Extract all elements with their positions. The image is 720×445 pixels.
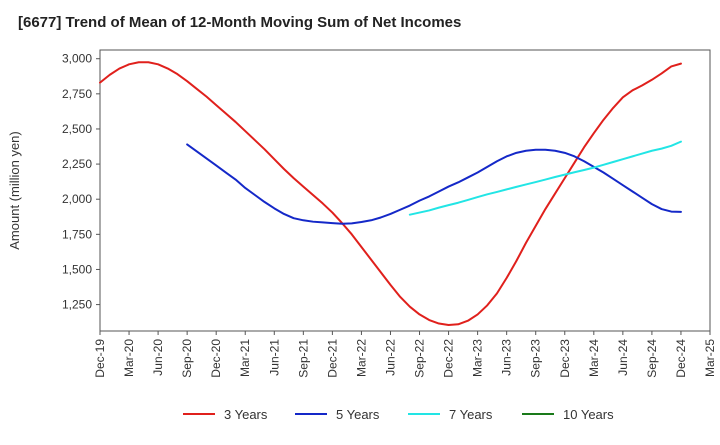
series-lines <box>99 61 682 326</box>
y-tick-label: 2,500 <box>62 122 92 136</box>
y-axis-title: Amount (million yen) <box>7 131 22 250</box>
x-tick-label: Jun-21 <box>267 339 281 376</box>
x-tick-label: Mar-24 <box>587 339 601 377</box>
x-tick-label: Sep-22 <box>413 339 427 378</box>
y-tick-label: 2,000 <box>62 192 92 206</box>
x-tick-label: Mar-25 <box>703 339 717 377</box>
series-line-3-years <box>99 61 682 326</box>
x-tick-label: Jun-23 <box>500 339 514 376</box>
y-tick-label: 3,000 <box>62 52 92 66</box>
x-tick-label: Jun-20 <box>151 339 165 376</box>
x-tick-label: Dec-21 <box>325 339 339 378</box>
x-tick-label: Sep-21 <box>296 339 310 378</box>
plot-area-frame <box>99 49 711 332</box>
chart-title: [6677] Trend of Mean of 12-Month Moving … <box>18 14 462 31</box>
series-line-5-years <box>186 143 682 225</box>
legend-label-5-years: 5 Years <box>336 407 380 422</box>
x-tick-label: Sep-20 <box>180 339 194 378</box>
x-tick-label: Mar-22 <box>354 339 368 377</box>
x-tick-label: Jun-24 <box>616 339 630 376</box>
legend-label-7-years: 7 Years <box>449 407 493 422</box>
y-tick-label: 1,250 <box>62 298 92 312</box>
x-tick-label: Dec-19 <box>93 339 107 378</box>
legend: 3 Years 5 Years 7 Years 10 Years <box>183 407 614 422</box>
x-tick-label: Sep-24 <box>645 339 659 378</box>
x-tick-label: Dec-20 <box>209 339 223 378</box>
x-tick-label: Sep-23 <box>529 339 543 378</box>
x-tick-label: Mar-23 <box>471 339 485 377</box>
axes: 1,250 1,500 1,750 2,000 2,250 2,500 2,750 3,000… <box>7 49 717 378</box>
x-tick-label: Mar-21 <box>238 339 252 377</box>
y-tick-label: 1,500 <box>62 262 92 276</box>
y-tick-label: 2,250 <box>62 157 92 171</box>
y-tick-label: 2,750 <box>62 87 92 101</box>
x-tick-label: Dec-24 <box>674 339 688 378</box>
x-tick-label: Dec-23 <box>558 339 572 378</box>
y-tick-label: 1,750 <box>62 227 92 241</box>
x-tick-label: Mar-20 <box>122 339 136 377</box>
legend-label-10-years: 10 Years <box>563 407 614 422</box>
legend-label-3-years: 3 Years <box>224 407 268 422</box>
x-tick-label: Jun-22 <box>383 339 397 376</box>
x-tick-label: Dec-22 <box>442 339 456 378</box>
series-line-7-years <box>408 140 682 216</box>
